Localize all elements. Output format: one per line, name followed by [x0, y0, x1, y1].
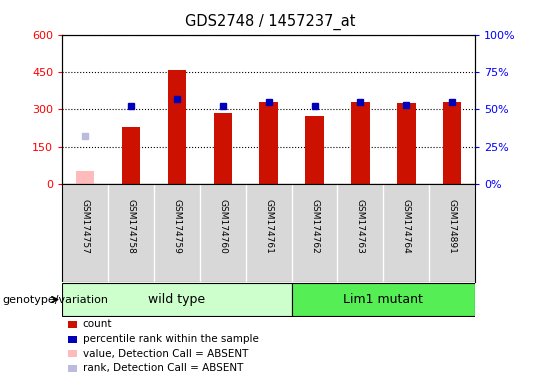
Bar [76, 170, 94, 184]
Text: count: count [83, 319, 112, 329]
Bar [351, 102, 369, 184]
Text: GSM174761: GSM174761 [264, 199, 273, 254]
Text: Lim1 mutant: Lim1 mutant [343, 293, 423, 306]
Bar [167, 70, 186, 184]
Bar [397, 103, 416, 184]
Text: percentile rank within the sample: percentile rank within the sample [83, 334, 259, 344]
Text: GSM174762: GSM174762 [310, 199, 319, 254]
Text: GSM174763: GSM174763 [356, 199, 365, 254]
Text: GSM174757: GSM174757 [80, 199, 90, 254]
Bar [259, 102, 278, 184]
Text: GSM174760: GSM174760 [218, 199, 227, 254]
Text: rank, Detection Call = ABSENT: rank, Detection Call = ABSENT [83, 363, 243, 373]
Text: genotype/variation: genotype/variation [3, 295, 109, 305]
Text: GDS2748 / 1457237_at: GDS2748 / 1457237_at [185, 13, 355, 30]
Text: wild type: wild type [148, 293, 205, 306]
Bar [305, 116, 323, 184]
Text: GSM174764: GSM174764 [402, 199, 411, 254]
Bar [214, 113, 232, 184]
Bar [443, 102, 461, 184]
Text: GSM174759: GSM174759 [172, 199, 181, 254]
Bar [292, 283, 475, 316]
Text: GSM174758: GSM174758 [126, 199, 136, 254]
Text: GSM174891: GSM174891 [448, 199, 457, 254]
Bar [62, 283, 292, 316]
Text: value, Detection Call = ABSENT: value, Detection Call = ABSENT [83, 349, 248, 359]
Bar [122, 127, 140, 184]
